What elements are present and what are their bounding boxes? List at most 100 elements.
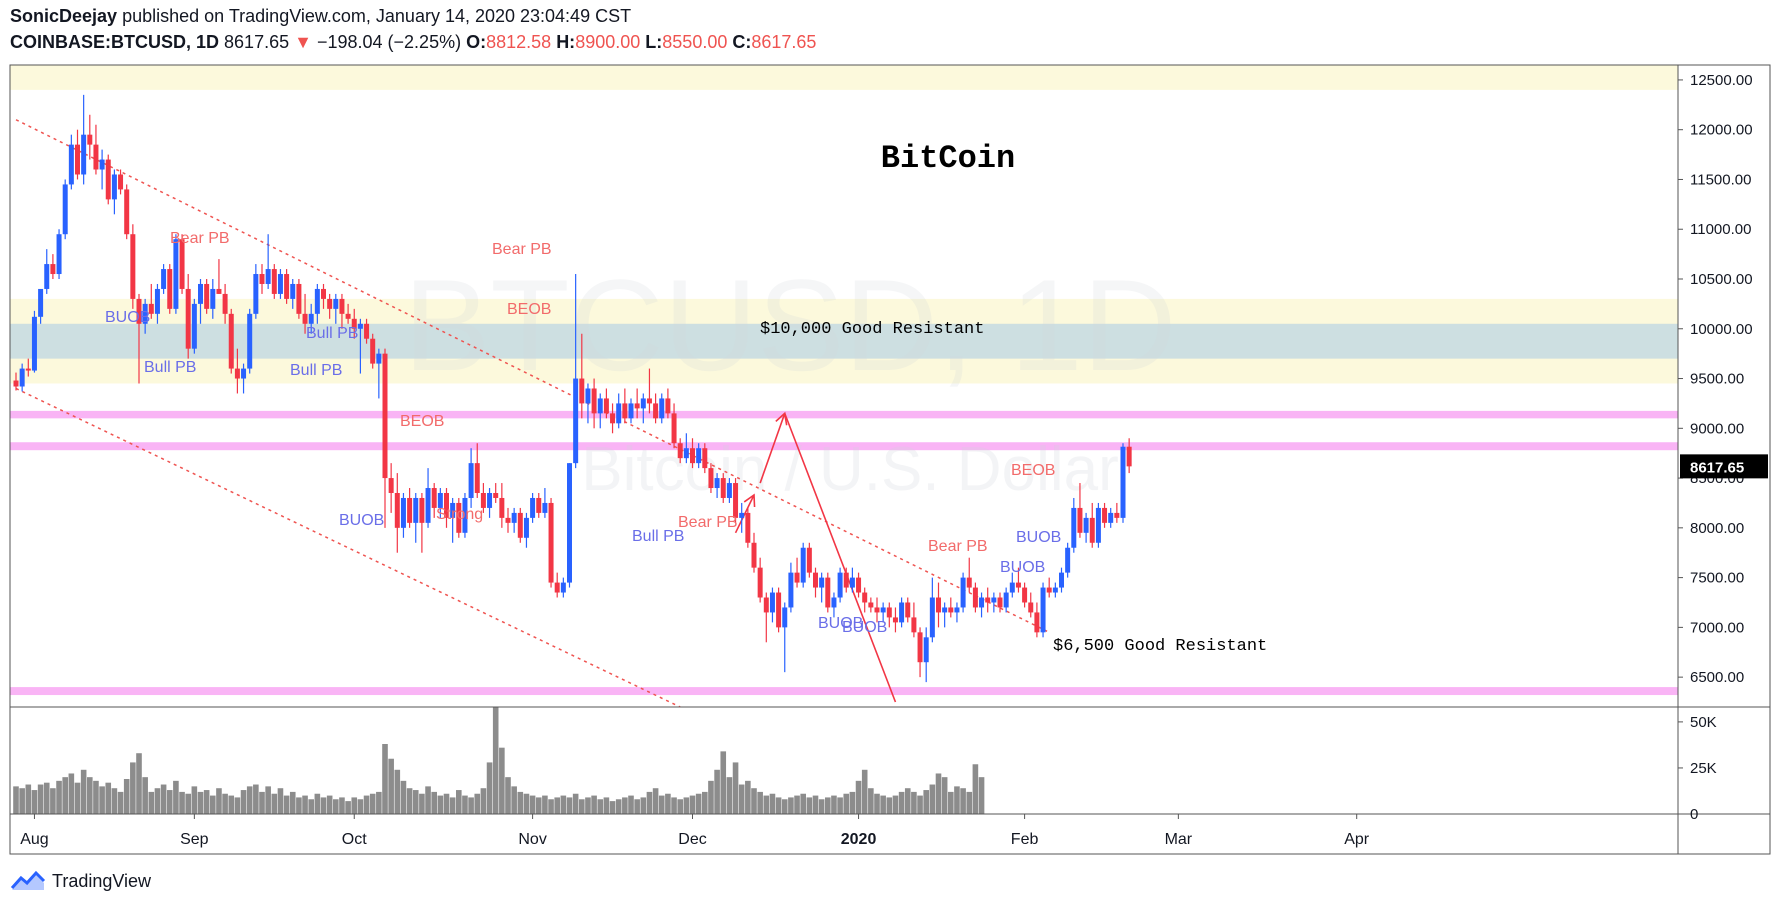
volume-bar: [19, 788, 25, 814]
volume-bar: [548, 799, 554, 814]
volume-bar: [609, 801, 616, 814]
ohlc-legend: COINBASE:BTCUSD, 1D 8617.65 ▼ −198.04 (−…: [10, 32, 816, 53]
volume-bar: [892, 795, 899, 814]
candle-body: [376, 353, 382, 364]
chart-title: BitCoin: [881, 140, 1015, 177]
trendline-channel-top[interactable]: [15, 119, 1050, 634]
candle-body: [191, 303, 197, 349]
candle-body: [388, 478, 394, 493]
price-tick-label: 12000.00: [1690, 122, 1753, 139]
candle-body: [124, 189, 130, 235]
candle-body: [640, 398, 646, 409]
candle-body: [726, 483, 732, 498]
candle-body: [1114, 512, 1120, 518]
candle-body: [806, 547, 812, 573]
candle-body: [351, 318, 357, 329]
volume-bar: [806, 797, 813, 814]
volume-bar: [732, 762, 739, 814]
candle-body: [573, 378, 579, 464]
candle-body: [1108, 512, 1114, 523]
time-tick-label: 2020: [841, 831, 877, 848]
volume-bar: [499, 747, 505, 814]
volume-bar: [173, 780, 179, 814]
candle-body: [874, 607, 880, 613]
candle-body: [794, 572, 800, 583]
volume-bar: [283, 795, 290, 814]
arrow-line-2[interactable]: [784, 413, 897, 703]
candle-body: [1022, 587, 1028, 603]
candle-body: [585, 388, 591, 404]
volume-bar: [259, 791, 265, 814]
time-tick-label: Aug: [20, 831, 48, 848]
volume-bar: [277, 788, 284, 814]
candle-body: [862, 592, 868, 603]
candle-body: [1071, 507, 1077, 548]
pattern-label-bear: Strong: [436, 506, 483, 523]
candle-body: [554, 582, 560, 593]
open-label: O:: [466, 32, 487, 52]
volume-bar: [296, 797, 302, 814]
candle-body: [462, 497, 468, 533]
volume-bar: [812, 795, 819, 814]
time-tick-label: Dec: [678, 831, 706, 848]
volume-bar: [775, 797, 782, 814]
volume-bar: [443, 793, 450, 814]
candle-body: [936, 597, 941, 613]
candle-body: [222, 293, 228, 314]
candle-body: [1028, 602, 1034, 613]
candle-body: [954, 607, 960, 613]
volume-bar: [781, 799, 788, 814]
candle-body: [1052, 587, 1058, 593]
candle-body: [185, 288, 191, 349]
candle-body: [364, 323, 370, 339]
volume-tick-label: 50K: [1690, 714, 1717, 731]
arrow-line-0[interactable]: [734, 494, 755, 534]
candle-body: [1059, 572, 1064, 588]
candle-body: [56, 234, 62, 275]
volume-bar: [253, 784, 259, 814]
volume-bar: [68, 773, 75, 814]
candle-body: [99, 159, 105, 170]
candle-body: [1083, 517, 1089, 533]
volume-bar: [271, 793, 278, 814]
volume-bar: [99, 786, 105, 814]
candle-body: [314, 288, 320, 314]
volume-bar: [246, 786, 253, 814]
candle-body: [536, 497, 542, 513]
candle-body: [13, 380, 19, 387]
volume-bar: [560, 795, 567, 814]
volume-bar: [222, 793, 228, 814]
candle-body: [339, 298, 345, 314]
arrow-line-1[interactable]: [759, 413, 786, 484]
candle-body: [241, 368, 247, 379]
volume-bar: [154, 788, 161, 814]
candle-body: [757, 567, 763, 598]
candle-body: [431, 488, 437, 508]
candle-body: [437, 493, 443, 508]
volume-bar: [702, 791, 708, 814]
zone-pink-3: [10, 410, 1678, 419]
candle-body: [468, 463, 474, 498]
candle-body: [948, 607, 954, 613]
candle-body: [75, 144, 80, 175]
candle-body: [210, 288, 216, 309]
price-axis: 12500.00 12000.00 11500.00 11000.00 10500.00…: [1678, 72, 1768, 823]
volume-bar: [111, 788, 118, 814]
candle-body: [161, 269, 167, 289]
volume-bar: [579, 799, 585, 814]
candle-body: [1009, 582, 1015, 593]
zone-blue-2: [10, 323, 1678, 359]
volume-bar: [357, 799, 364, 814]
volume-bar: [948, 791, 954, 814]
price-tick-label: 10500.00: [1690, 271, 1753, 288]
time-tick-label: Apr: [1344, 831, 1370, 848]
tradingview-footer[interactable]: TradingView: [10, 870, 151, 892]
volume-bar: [31, 790, 38, 814]
candle-body: [714, 478, 720, 489]
candle-body: [745, 512, 751, 543]
high-value: 8900.00: [575, 32, 641, 52]
price-tick-label: 7000.00: [1690, 619, 1744, 636]
candle-body: [843, 572, 849, 588]
chart-frame: [9, 64, 1771, 855]
